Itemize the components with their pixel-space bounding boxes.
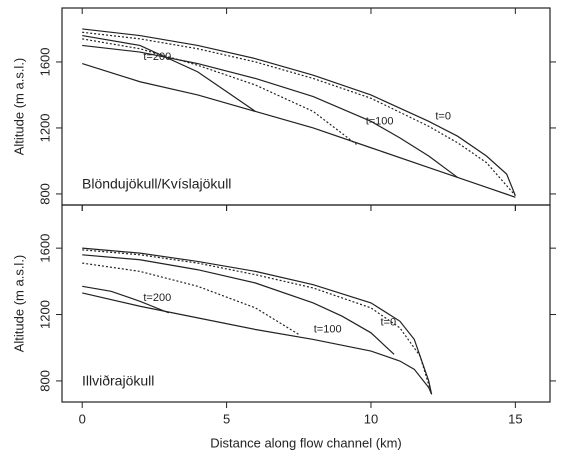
y-tick-label: 1600 (37, 47, 52, 76)
x-tick-label: 15 (508, 411, 522, 426)
profile-line (82, 249, 433, 395)
panel-label: Illviðrajökull (82, 373, 154, 389)
x-tick-label: 0 (79, 411, 86, 426)
y-tick-label: 800 (37, 183, 52, 205)
profile-line (82, 28, 516, 196)
annotation: t=100 (314, 323, 342, 335)
annotation: t=200 (143, 51, 171, 63)
plot-frame (61, 204, 551, 403)
profile-line (82, 254, 395, 355)
profile-line (82, 285, 170, 314)
y-tick-label: 800 (37, 370, 52, 392)
panel-label: Blöndujökull/Kvíslajökull (82, 176, 231, 192)
x-tick-label: 5 (223, 411, 230, 426)
y-tick-label: 1200 (37, 300, 52, 329)
y-axis-label: Altitude (m a.s.l.) (11, 255, 26, 353)
profile-line (82, 262, 300, 335)
annotation: t=100 (366, 115, 394, 127)
annotation: t=200 (143, 292, 171, 304)
y-tick-label: 1600 (37, 234, 52, 263)
annotation: t=0 (435, 110, 451, 122)
profile-line (82, 44, 458, 178)
annotation: t=0 (380, 317, 396, 329)
profile-line (82, 31, 516, 196)
x-tick-label: 10 (364, 411, 378, 426)
profile-line (82, 38, 357, 145)
y-tick-label: 1200 (37, 113, 52, 142)
profile-line (82, 63, 516, 198)
profile-line (82, 292, 433, 395)
x-axis-label: Distance along flow channel (km) (210, 435, 401, 450)
y-axis-label: Altitude (m a.s.l.) (11, 58, 26, 156)
profile-line (82, 34, 256, 112)
